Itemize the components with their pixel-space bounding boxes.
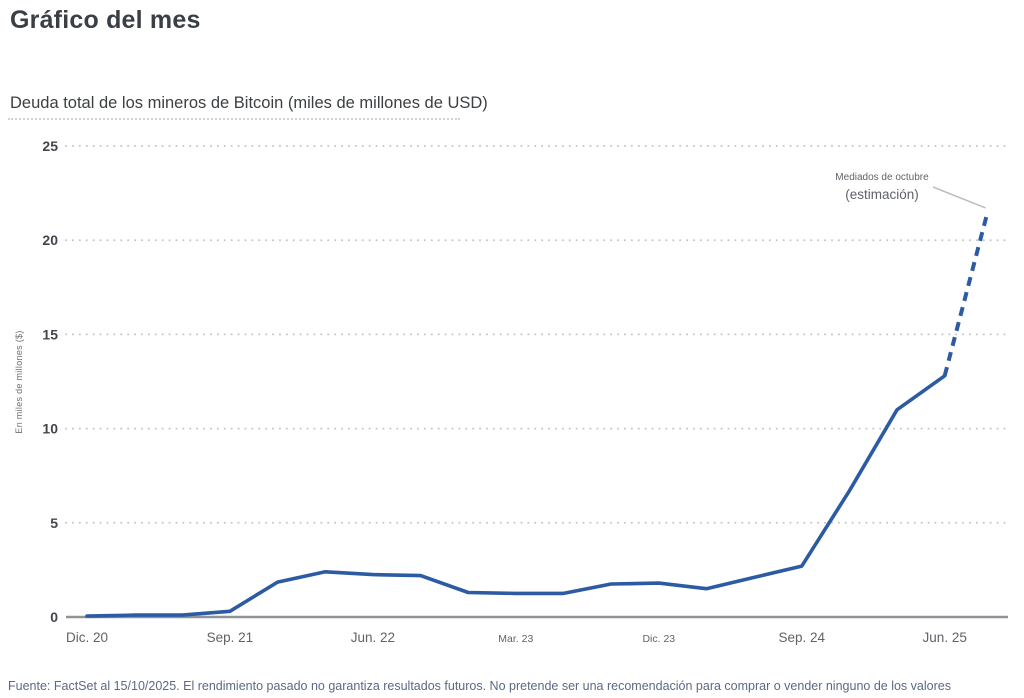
debt-line-solid [85,374,947,618]
estimate-annotation-line2: (estimación) [845,186,919,202]
x-tick-label-6: Jun. 22 [351,630,395,645]
y-tick-label-5: 5 [50,515,58,531]
chart-title: Deuda total de los mineros de Bitcoin (m… [10,94,488,112]
estimate-annotation: Mediados de octubre (estimación) [807,171,957,204]
annotation-callout-line [932,186,986,209]
debt-line-chart: 0 5 10 15 20 25 Dic. 20 Sep. 21 Jun. 22 Mar. 23 Di… [14,138,1009,645]
y-tick-label-10: 10 [42,421,58,437]
chart-area: 0 5 10 15 20 25 Dic. 20 Sep. 21 Jun. 22 Mar. 23 Di… [0,130,1024,670]
subtitle-dotted-rule [8,118,460,120]
x-tick-label-0: Dic. 20 [66,630,108,645]
y-tick-label-0: 0 [50,609,58,625]
x-tick-label-18: Jun. 25 [923,630,967,645]
page-title: Gráfico del mes [10,6,201,34]
x-tick-label-15: Sep. 24 [779,630,826,645]
y-axis-title: En miles de millones ($) [14,330,24,433]
x-tick-label-12: Dic. 23 [642,633,675,645]
x-tick-label-9: Mar. 23 [498,633,533,645]
estimate-annotation-line1: Mediados de octubre [835,172,929,183]
debt-line-estimate-dashed [942,211,990,377]
x-tick-label-3: Sep. 21 [207,630,254,645]
y-tick-label-20: 20 [42,232,58,248]
source-note: Fuente: FactSet al 15/10/2025. El rendim… [8,679,951,693]
y-tick-label-25: 25 [42,138,58,154]
y-tick-label-15: 15 [42,326,58,342]
